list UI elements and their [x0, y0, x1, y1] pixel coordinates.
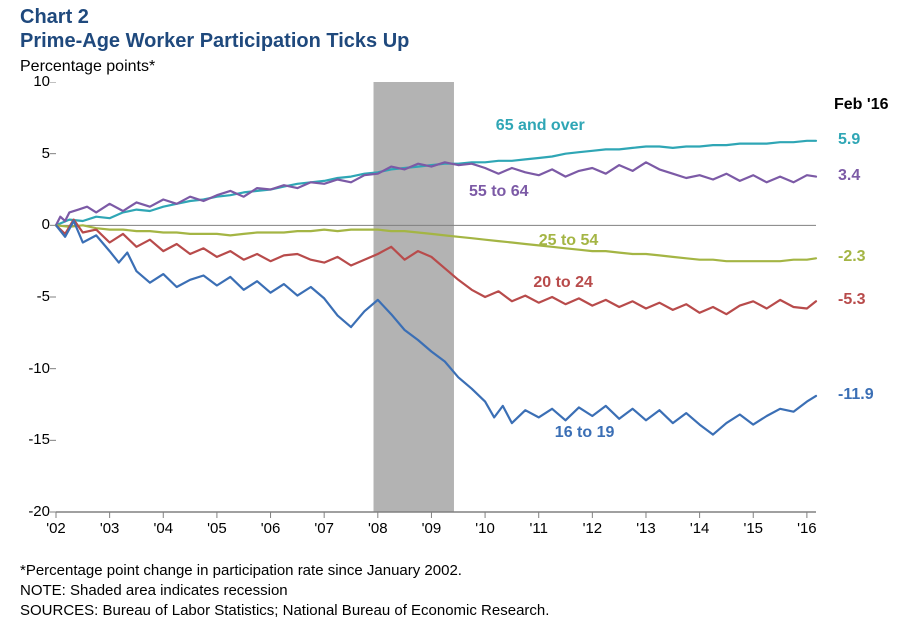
y-tick-label: -15: [16, 431, 50, 448]
chart-title: Prime-Age Worker Participation Ticks Up: [20, 30, 409, 53]
x-tick-label: '14: [690, 520, 710, 537]
x-tick-label: '08: [368, 520, 388, 537]
y-tick-label: -5: [16, 288, 50, 305]
end-value-age20to24: -5.3: [838, 291, 866, 309]
x-tick-label: '13: [636, 520, 656, 537]
x-tick-label: '12: [583, 520, 603, 537]
x-tick-label: '06: [261, 520, 281, 537]
note: NOTE: Shaded area indicates recession: [20, 582, 288, 599]
series-label-age65plus: 65 and over: [496, 117, 585, 135]
end-values-header: Feb '16: [834, 96, 889, 114]
y-tick-label: -20: [16, 503, 50, 520]
series-label-age25to54: 25 to 54: [539, 232, 599, 250]
x-tick-label: '02: [46, 520, 66, 537]
x-tick-label: '07: [314, 520, 334, 537]
x-tick-label: '05: [207, 520, 227, 537]
series-label-age55to64: 55 to 64: [469, 183, 529, 201]
y-tick-label: 0: [16, 216, 50, 233]
end-value-age55to64: 3.4: [838, 167, 860, 185]
x-tick-label: '04: [153, 520, 173, 537]
sources: SOURCES: Bureau of Labor Statistics; Nat…: [20, 602, 549, 619]
chart-plot: [50, 82, 907, 520]
end-value-age16to19: -11.9: [838, 386, 874, 404]
x-tick-label: '16: [797, 520, 817, 537]
y-tick-label: 5: [16, 145, 50, 162]
end-value-age25to54: -2.3: [838, 248, 866, 266]
footnote: *Percentage point change in participatio…: [20, 562, 462, 579]
x-tick-label: '10: [475, 520, 495, 537]
x-tick-label: '09: [422, 520, 442, 537]
x-tick-label: '03: [100, 520, 120, 537]
y-tick-label: -10: [16, 360, 50, 377]
series-label-age20to24: 20 to 24: [533, 274, 593, 292]
y-tick-label: 10: [16, 73, 50, 90]
x-tick-label: '15: [743, 520, 763, 537]
x-tick-label: '11: [529, 520, 547, 537]
chart-number: Chart 2: [20, 6, 89, 29]
series-label-age16to19: 16 to 19: [555, 424, 615, 442]
recession-band: [374, 82, 454, 512]
end-value-age65plus: 5.9: [838, 131, 860, 149]
